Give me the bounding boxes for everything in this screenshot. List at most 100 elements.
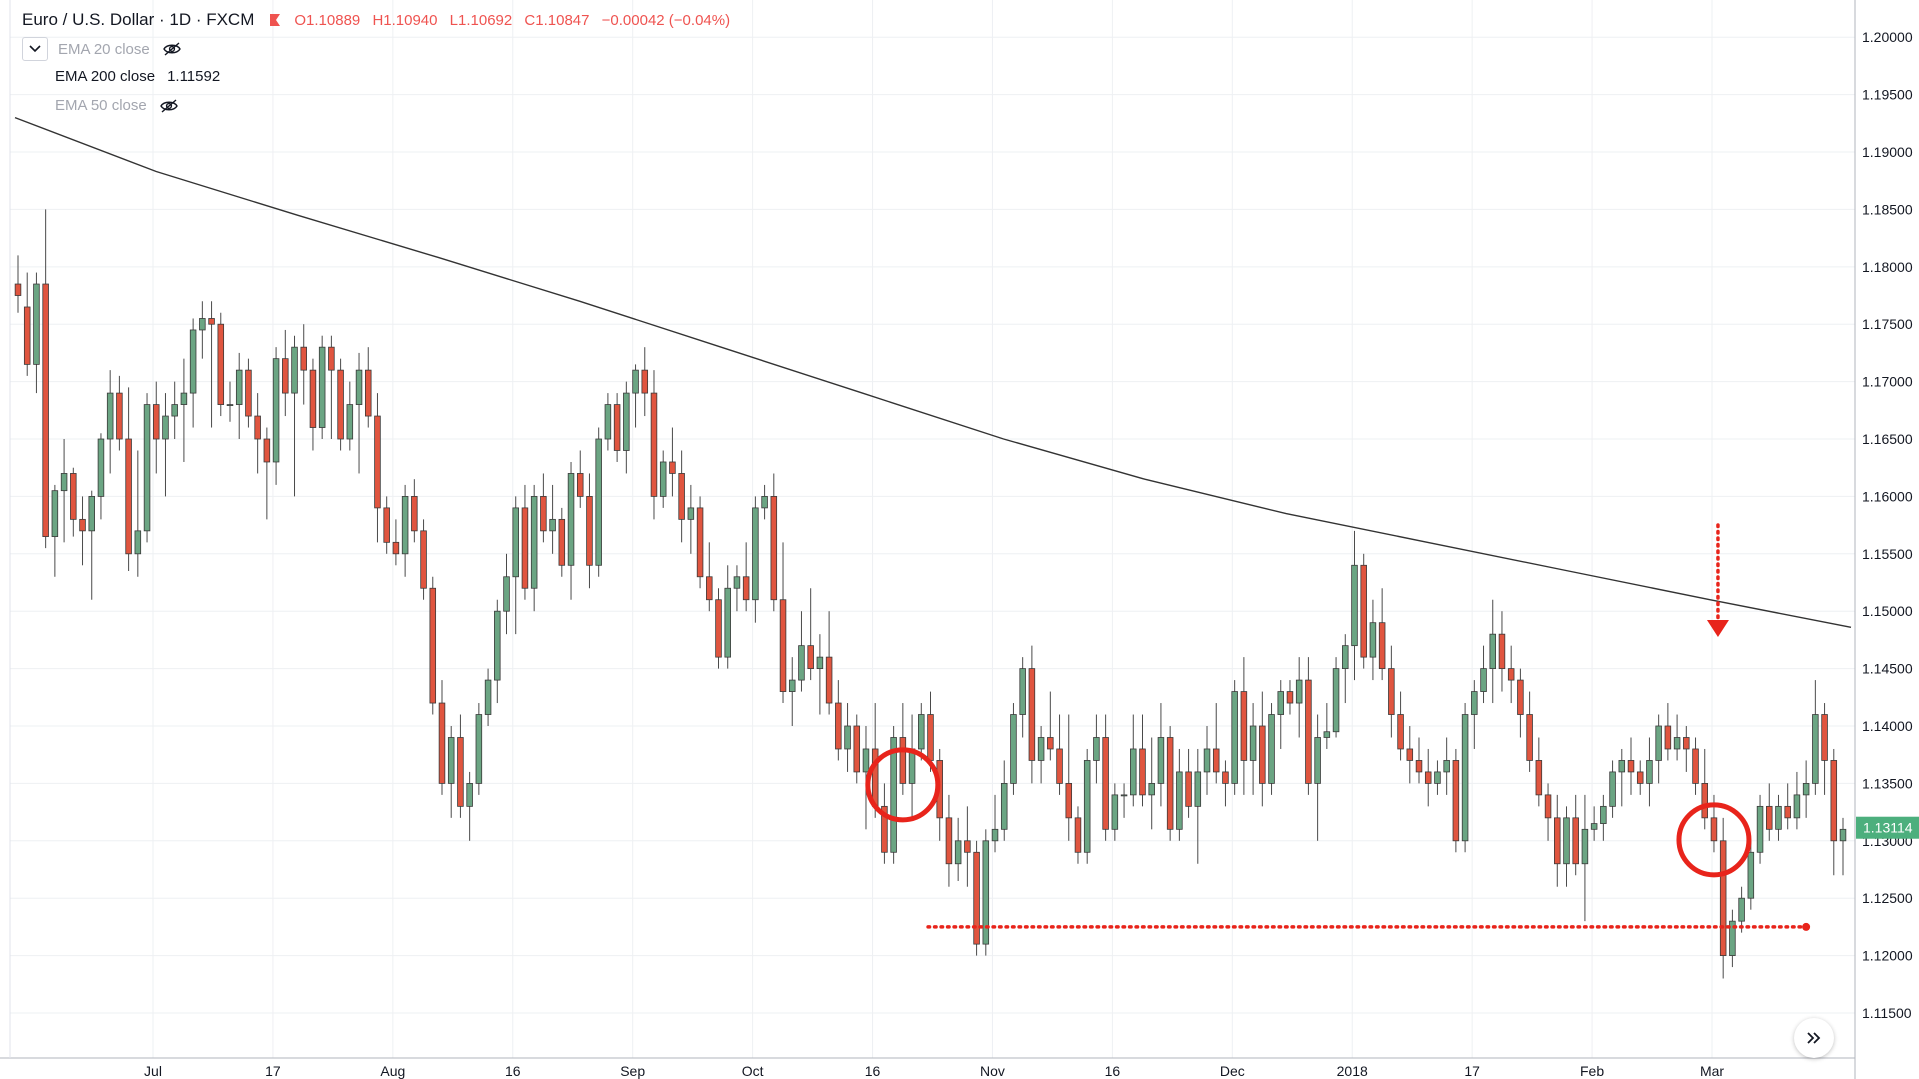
candle-body: [1793, 794, 1801, 819]
candle-body: [33, 283, 40, 365]
candle-body: [1839, 828, 1847, 842]
candle-body: [530, 496, 538, 589]
candle-body: [272, 358, 280, 463]
scroll-to-realtime-button[interactable]: [1794, 1018, 1834, 1058]
candle: [116, 375, 123, 451]
time-tick-label: 2018: [1337, 1063, 1368, 1079]
candle-body: [733, 576, 741, 589]
eye-hidden-icon[interactable]: [162, 41, 182, 57]
candle: [954, 817, 962, 881]
candle-body: [475, 714, 483, 784]
indicator-name[interactable]: EMA 50 close: [55, 97, 147, 114]
candle: [1600, 794, 1607, 841]
candle: [494, 599, 501, 704]
time-tick-label: 16: [1105, 1063, 1121, 1079]
price-tick-label: 1.12000: [1862, 948, 1913, 964]
candle: [33, 272, 40, 394]
candle: [217, 312, 225, 417]
candle: [1397, 691, 1404, 761]
candle-body: [540, 496, 547, 532]
candle-body: [669, 461, 676, 474]
candle-body: [1351, 564, 1358, 647]
candle-body: [23, 306, 31, 365]
candle: [696, 496, 704, 589]
candle: [411, 479, 418, 543]
candle: [558, 507, 566, 577]
candle: [908, 714, 916, 818]
open-value: O1.10889: [294, 11, 361, 29]
candle-body: [1342, 645, 1349, 670]
candle-body: [918, 714, 925, 750]
candle: [1535, 737, 1543, 807]
candle-body: [558, 518, 566, 566]
time-tick-label: Aug: [380, 1063, 405, 1079]
candle: [1139, 714, 1146, 807]
indicator-name[interactable]: EMA 20 close: [58, 40, 150, 58]
candle-body: [549, 518, 556, 532]
candle-body: [1683, 737, 1690, 750]
candle-body: [51, 490, 59, 537]
candle: [171, 381, 178, 440]
candle: [1378, 588, 1386, 681]
candle: [779, 542, 787, 704]
candle-body: [1378, 622, 1386, 670]
candle: [1517, 668, 1524, 738]
candle-body: [927, 714, 934, 761]
candle: [1176, 748, 1183, 841]
candle-body: [1618, 760, 1626, 773]
candle: [761, 484, 768, 520]
candle: [613, 393, 621, 462]
candle-body: [447, 737, 455, 784]
indicator-row-ema50[interactable]: EMA 50 close: [55, 97, 179, 114]
candles: [14, 209, 1847, 979]
candle: [1581, 794, 1589, 922]
candle: [1203, 726, 1211, 795]
collapse-legend-button[interactable]: [22, 37, 48, 61]
candle-body: [245, 369, 252, 417]
candle-body: [1471, 691, 1478, 715]
flag-icon[interactable]: [268, 13, 282, 27]
candle-body: [318, 346, 326, 428]
candle: [282, 329, 289, 417]
candle-body: [512, 507, 519, 578]
current-price-tag: [1856, 816, 1919, 839]
candle: [1249, 703, 1257, 795]
indicator-name[interactable]: EMA 200 close: [55, 68, 156, 85]
candle: [70, 467, 77, 537]
indicator-row-ema200[interactable]: EMA 200 close 1.11592: [55, 68, 220, 85]
candle: [383, 496, 390, 554]
candle-body: [1074, 817, 1082, 853]
candle-body: [1010, 714, 1017, 784]
candle-body: [687, 507, 695, 520]
annotations: [865, 523, 1811, 931]
candle-body: [1498, 633, 1506, 670]
candle: [1526, 691, 1533, 772]
indicator-row-ema20[interactable]: EMA 20 close: [22, 37, 182, 61]
candle: [355, 352, 363, 474]
candle-body: [1581, 828, 1589, 865]
price-tick-label: 1.16000: [1862, 488, 1913, 504]
candle-body: [1028, 668, 1036, 761]
candle: [1369, 599, 1377, 681]
candle-body: [355, 369, 363, 405]
candle: [1010, 703, 1017, 795]
candle: [309, 358, 317, 451]
candle: [1830, 748, 1838, 876]
eye-hidden-icon[interactable]: [159, 98, 179, 114]
candle-body: [1203, 748, 1211, 773]
symbol-title[interactable]: Euro / U.S. Dollar · 1D · FXCM: [22, 10, 255, 29]
candle-body: [328, 346, 335, 371]
candle-body: [263, 438, 271, 463]
candle-body: [411, 496, 418, 532]
candle-body: [650, 392, 658, 497]
candle-body: [1673, 737, 1681, 750]
candle: [844, 703, 851, 772]
ema-200-line: [14, 116, 1852, 628]
highlight-circle: [865, 747, 941, 823]
candle-body: [14, 283, 22, 296]
candle-body: [779, 599, 787, 692]
candle-body: [70, 473, 77, 520]
candle-body: [1517, 679, 1524, 715]
candle: [1231, 680, 1238, 795]
